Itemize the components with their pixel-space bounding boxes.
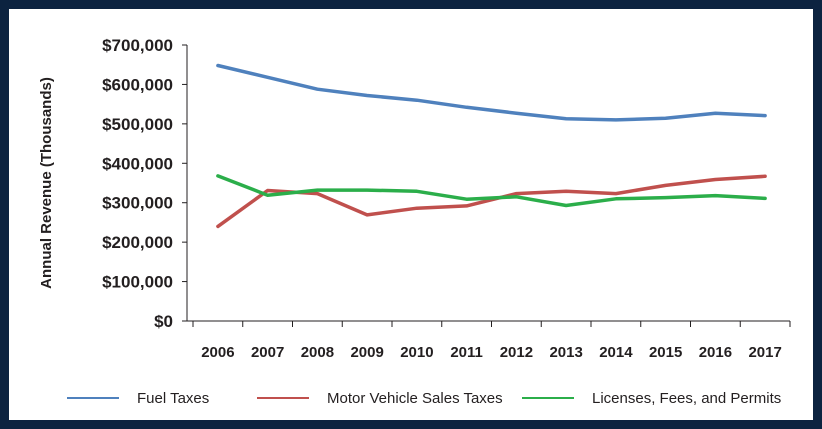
x-tick-label: 2015 (649, 344, 682, 361)
legend-label-3: Licenses, Fees, and Permits (592, 390, 781, 407)
x-tick-label: 2016 (699, 344, 732, 361)
x-tick-label: 2007 (251, 344, 284, 361)
x-tick-label: 2014 (599, 344, 633, 361)
y-tick-label: $600,000 (102, 75, 173, 94)
x-tick-label: 2013 (549, 344, 582, 361)
y-tick-label: $500,000 (102, 115, 173, 134)
y-tick-label: $300,000 (102, 194, 173, 213)
x-tick-label: 2010 (400, 344, 433, 361)
x-tick-label: 2011 (450, 344, 483, 361)
series-line-1 (216, 63, 767, 122)
x-tick-label: 2009 (350, 344, 383, 361)
series-line-3 (216, 174, 767, 208)
chart-frame: $0 $100,000 $200,000 $300,000 $400,000 $500,0… (9, 9, 813, 420)
y-tick-label: $100,000 (102, 273, 173, 292)
line-chart: $0 $100,000 $200,000 $300,000 $400,000 $500,0… (38, 36, 791, 407)
legend-label-1: Fuel Taxes (137, 390, 209, 407)
x-tick-label: 2012 (500, 344, 533, 361)
legend-label-2: Motor Vehicle Sales Taxes (327, 390, 503, 407)
y-tick-label: $0 (154, 312, 173, 331)
x-tick-label: 2017 (748, 344, 781, 361)
series-line-2 (216, 174, 767, 229)
y-tick-label: $200,000 (102, 233, 173, 252)
x-tick-label: 2006 (201, 344, 234, 361)
x-tick-label: 2008 (301, 344, 334, 361)
y-tick-label: $700,000 (102, 36, 173, 55)
y-axis-title: Annual Revenue (Thousands) (38, 77, 55, 289)
y-tick-label: $400,000 (102, 154, 173, 173)
